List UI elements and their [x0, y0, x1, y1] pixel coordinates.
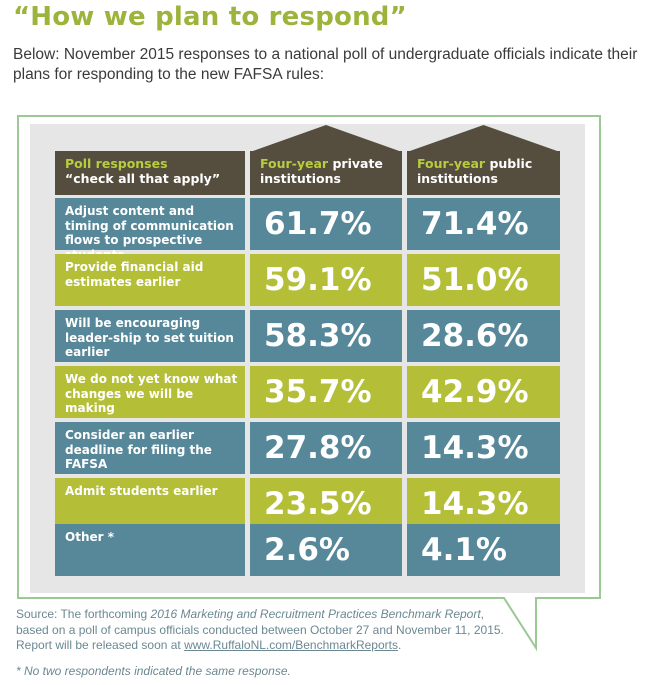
header-private: Four-year private institutions	[250, 151, 402, 195]
table-row: We do not yet know what changes we will …	[55, 366, 560, 418]
source-suffix: .	[397, 638, 402, 652]
response-label: Will be encouraging leader-ship to set t…	[55, 310, 245, 362]
table-row: Will be encouraging leader-ship to set t…	[55, 310, 560, 362]
private-value: 35.7%	[250, 366, 402, 418]
header-responses-line2: “check all that apply”	[65, 170, 221, 186]
response-label: Provide financial aid estimates earlier	[55, 254, 245, 306]
header-public: Four-year public institutions	[407, 151, 560, 195]
table-row: Provide financial aid estimates earlier …	[55, 254, 560, 306]
private-value: 27.8%	[250, 422, 402, 474]
public-value: 14.3%	[407, 478, 560, 530]
public-value: 71.4%	[407, 198, 560, 250]
response-label: We do not yet know what changes we will …	[55, 366, 245, 418]
source-report-title: 2016 Marketing and Recruitment Practices…	[150, 607, 481, 621]
intro-text: Below: November 2015 responses to a nati…	[13, 46, 638, 83]
response-label: Other *	[55, 524, 245, 576]
public-value: 4.1%	[407, 524, 560, 576]
public-value: 51.0%	[407, 254, 560, 306]
header-public-rest: public	[485, 156, 533, 171]
table-row: Other * 2.6% 4.1%	[55, 524, 560, 576]
header-public-line2: institutions	[417, 170, 498, 186]
header-public-line1: Four-year public	[417, 156, 560, 172]
header-private-line2: institutions	[260, 170, 341, 186]
benchmark-reports-link[interactable]: www.RuffaloNL.com/BenchmarkReports	[184, 638, 398, 652]
header-responses-line1: Poll responses	[65, 156, 168, 171]
response-label: Admit students earlier	[55, 478, 245, 530]
source-prefix: Source: The forthcoming	[16, 607, 151, 621]
header-private-line1: Four-year private	[260, 156, 402, 172]
public-value: 28.6%	[407, 310, 560, 362]
page-title: “How we plan to respond”	[13, 2, 407, 32]
private-value: 61.7%	[250, 198, 402, 250]
table-row: Adjust content and timing of communicati…	[55, 198, 560, 262]
private-value: 58.3%	[250, 310, 402, 362]
private-header-roof	[250, 125, 402, 152]
source-middle: , based on a poll of campus officials co…	[16, 607, 504, 652]
response-label: Consider an earlier deadline for filing …	[55, 422, 245, 474]
table-row: Admit students earlier 23.5% 14.3%	[55, 478, 560, 530]
response-label: Adjust content and timing of communicati…	[55, 198, 245, 262]
private-value: 59.1%	[250, 254, 402, 306]
private-value: 23.5%	[250, 478, 402, 530]
private-value: 2.6%	[250, 524, 402, 576]
public-value: 14.3%	[407, 422, 560, 474]
header-poll-responses: Poll responses “check all that apply”	[55, 151, 245, 195]
table-header: Poll responses “check all that apply” Fo…	[55, 125, 560, 195]
footnote: * No two respondents indicated the same …	[16, 664, 291, 678]
public-header-roof	[407, 125, 560, 152]
source-note: Source: The forthcoming 2016 Marketing a…	[16, 607, 516, 654]
header-private-rest: private	[328, 156, 383, 171]
public-value: 42.9%	[407, 366, 560, 418]
table-row: Consider an earlier deadline for filing …	[55, 422, 560, 474]
header-public-accent: Four-year	[417, 156, 486, 171]
header-private-accent: Four-year	[260, 156, 329, 171]
